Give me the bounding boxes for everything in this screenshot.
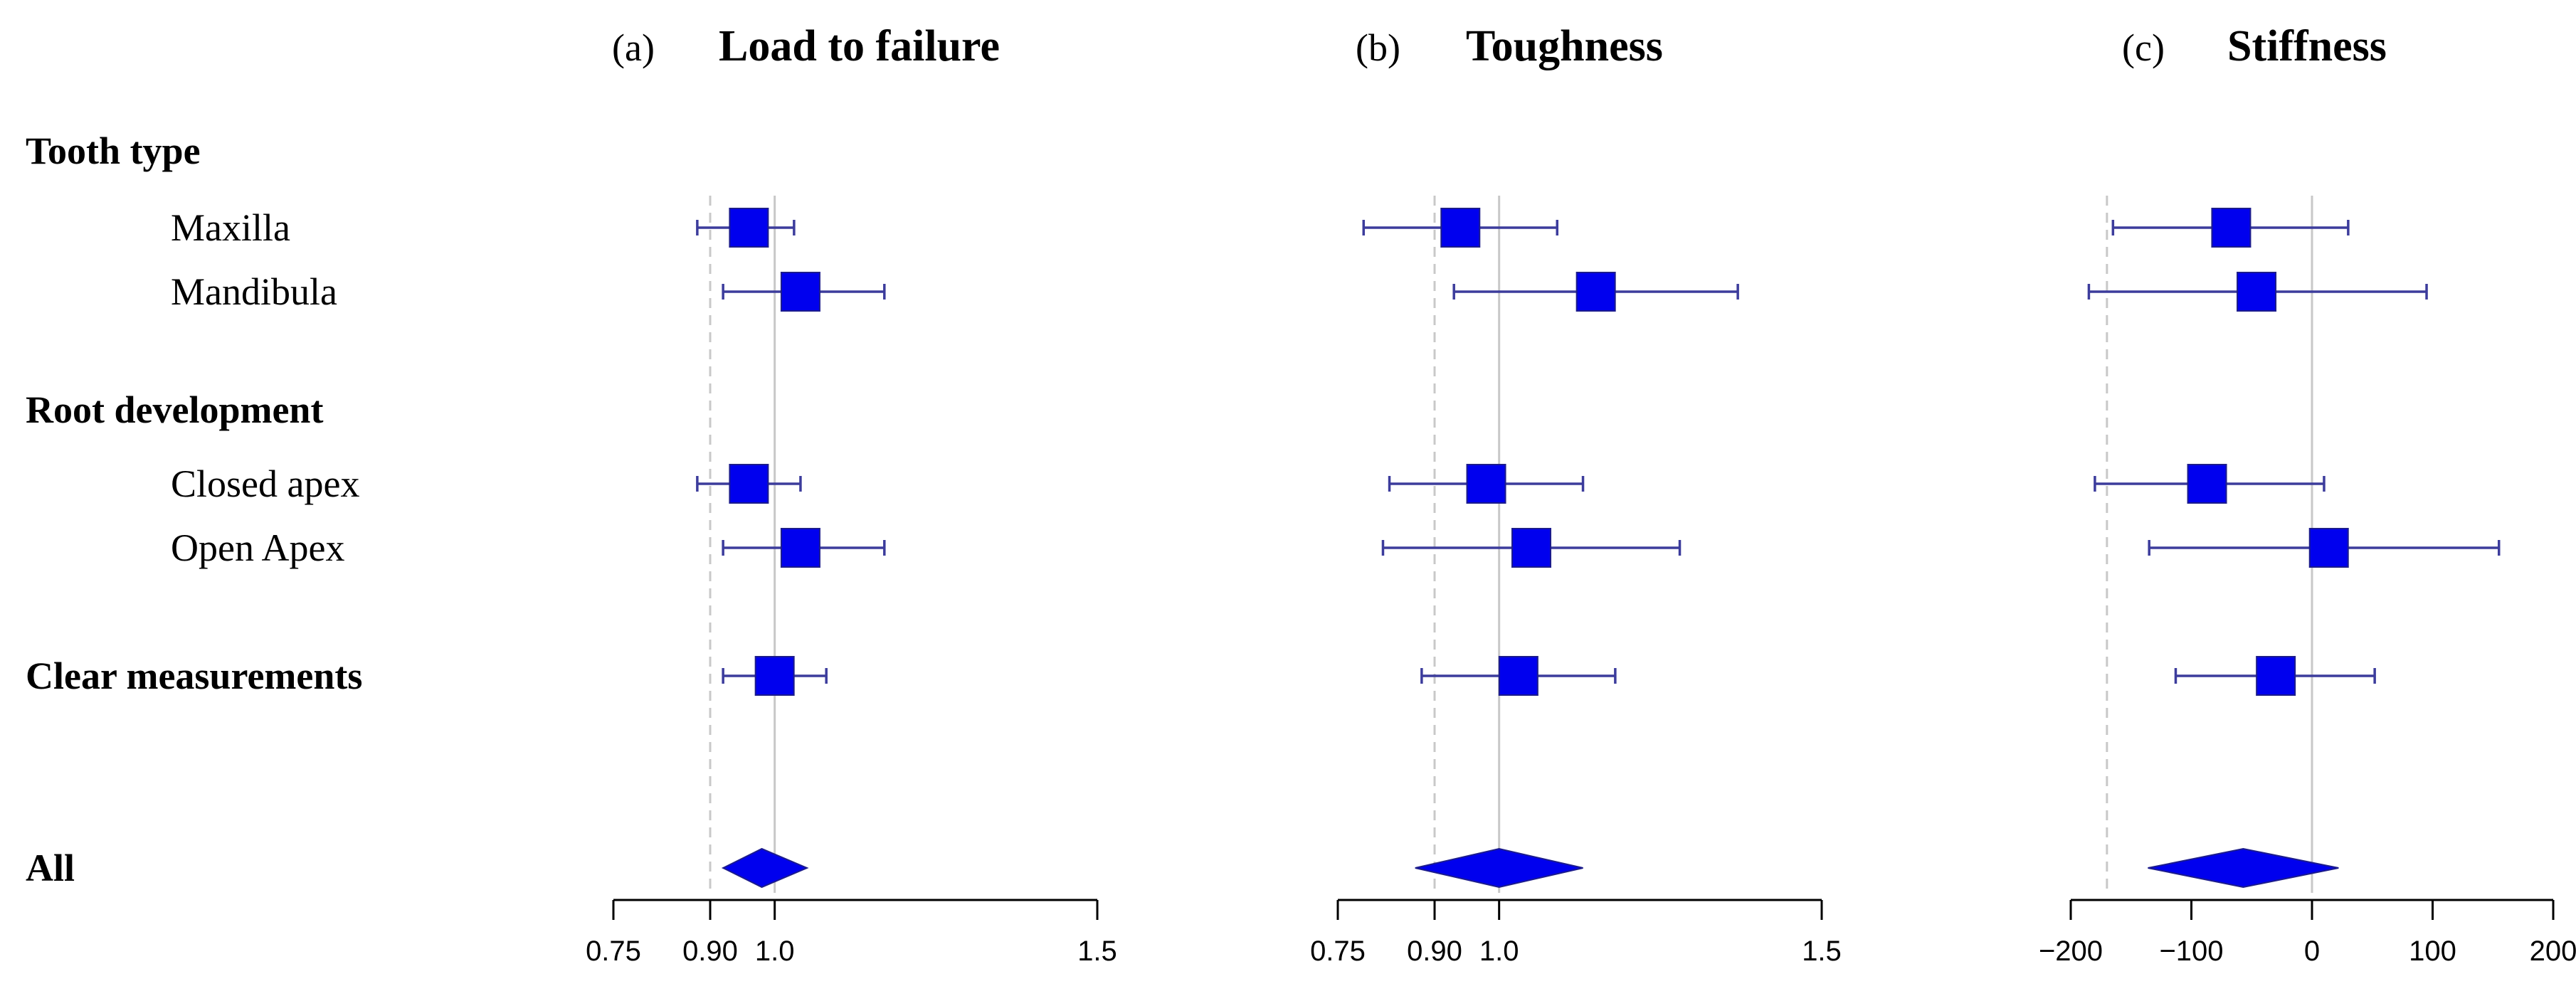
panel-title: Load to failure <box>719 22 1000 70</box>
row-label-all: All <box>26 847 75 889</box>
row-label-tooth-type: Tooth type <box>26 129 201 172</box>
estimate-maxilla <box>1362 208 1559 248</box>
panels: (a) Load to failure 0.75 0.90 1.0 1.5 (b) Tough… <box>586 22 2576 967</box>
point-estimate-square <box>754 656 795 696</box>
point-estimate-square <box>2256 656 2296 696</box>
point-estimate-square <box>1466 464 1506 504</box>
estimate-closed-apex <box>2094 464 2326 504</box>
summary-diamond <box>2148 847 2339 889</box>
summary-diamond <box>721 847 809 889</box>
x-axis: 0.75 0.90 1.0 1.5 <box>1310 899 1842 967</box>
tick-label: 0.75 <box>586 936 641 967</box>
tick-label: 1.5 <box>1077 936 1117 967</box>
row-label-root-development: Root development <box>26 388 323 431</box>
panel-title: Stiffness <box>2227 22 2387 70</box>
row-label-closed-apex: Closed apex <box>171 462 359 505</box>
point-estimate-square <box>2308 528 2349 568</box>
row-label-mandibula: Mandibula <box>171 270 337 313</box>
tick-label: 0 <box>2304 936 2320 967</box>
tick-label: 1.0 <box>755 936 795 967</box>
panel-b: (b) Toughness 0.75 0.90 1.0 1.5 <box>1310 22 1842 967</box>
point-estimate-square <box>1511 528 1551 568</box>
estimate-maxilla <box>696 208 796 248</box>
panel-letter: (c) <box>2122 26 2165 69</box>
point-estimate-square <box>2237 272 2277 312</box>
estimate-clear-measurements <box>722 656 828 696</box>
panel-a: (a) Load to failure 0.75 0.90 1.0 1.5 <box>586 22 1117 967</box>
tick-label: 0.75 <box>1310 936 1366 967</box>
row-label-maxilla: Maxilla <box>171 206 290 249</box>
estimate-open-apex <box>1381 528 1682 568</box>
point-estimate-square <box>2187 464 2227 504</box>
row-labels: Tooth type Maxilla Mandibula Root developme… <box>26 129 362 889</box>
tick-label: 1.0 <box>1479 936 1519 967</box>
estimate-open-apex <box>722 528 886 568</box>
row-label-clear-measurements: Clear measurements <box>26 655 362 697</box>
x-axis: −200 −100 0 100 200 <box>2039 899 2576 967</box>
estimate-open-apex <box>2148 528 2501 568</box>
point-estimate-square <box>780 528 820 568</box>
point-estimate-square <box>1575 272 1616 312</box>
estimate-mandibula <box>1452 272 1739 312</box>
estimate-closed-apex <box>696 464 802 504</box>
estimate-clear-measurements <box>2174 656 2376 696</box>
point-estimate-square <box>1498 656 1538 696</box>
tick-label: 0.90 <box>682 936 738 967</box>
point-estimate-square <box>780 272 820 312</box>
panel-letter: (a) <box>612 26 655 69</box>
estimate-maxilla <box>2111 208 2350 248</box>
estimate-mandibula <box>2087 272 2428 312</box>
estimate-mandibula <box>722 272 886 312</box>
tick-label: 200 <box>2530 936 2576 967</box>
tick-label: 100 <box>2409 936 2456 967</box>
panel-c: (c) Stiffness −200 −100 0 100 200 <box>2039 22 2576 967</box>
tick-label: 1.5 <box>1802 936 1842 967</box>
point-estimate-square <box>729 464 769 504</box>
point-estimate-square <box>1440 208 1481 248</box>
row-label-open-apex: Open Apex <box>171 526 344 569</box>
estimate-clear-measurements <box>1420 656 1617 696</box>
estimate-closed-apex <box>1388 464 1585 504</box>
panel-letter: (b) <box>1356 26 1400 69</box>
point-estimate-square <box>2211 208 2252 248</box>
tick-label: −100 <box>2159 936 2223 967</box>
panel-title: Toughness <box>1466 22 1663 70</box>
tick-label: 0.90 <box>1407 936 1462 967</box>
point-estimate-square <box>729 208 769 248</box>
x-axis: 0.75 0.90 1.0 1.5 <box>586 899 1117 967</box>
summary-diamond <box>1415 847 1583 889</box>
tick-label: −200 <box>2039 936 2103 967</box>
